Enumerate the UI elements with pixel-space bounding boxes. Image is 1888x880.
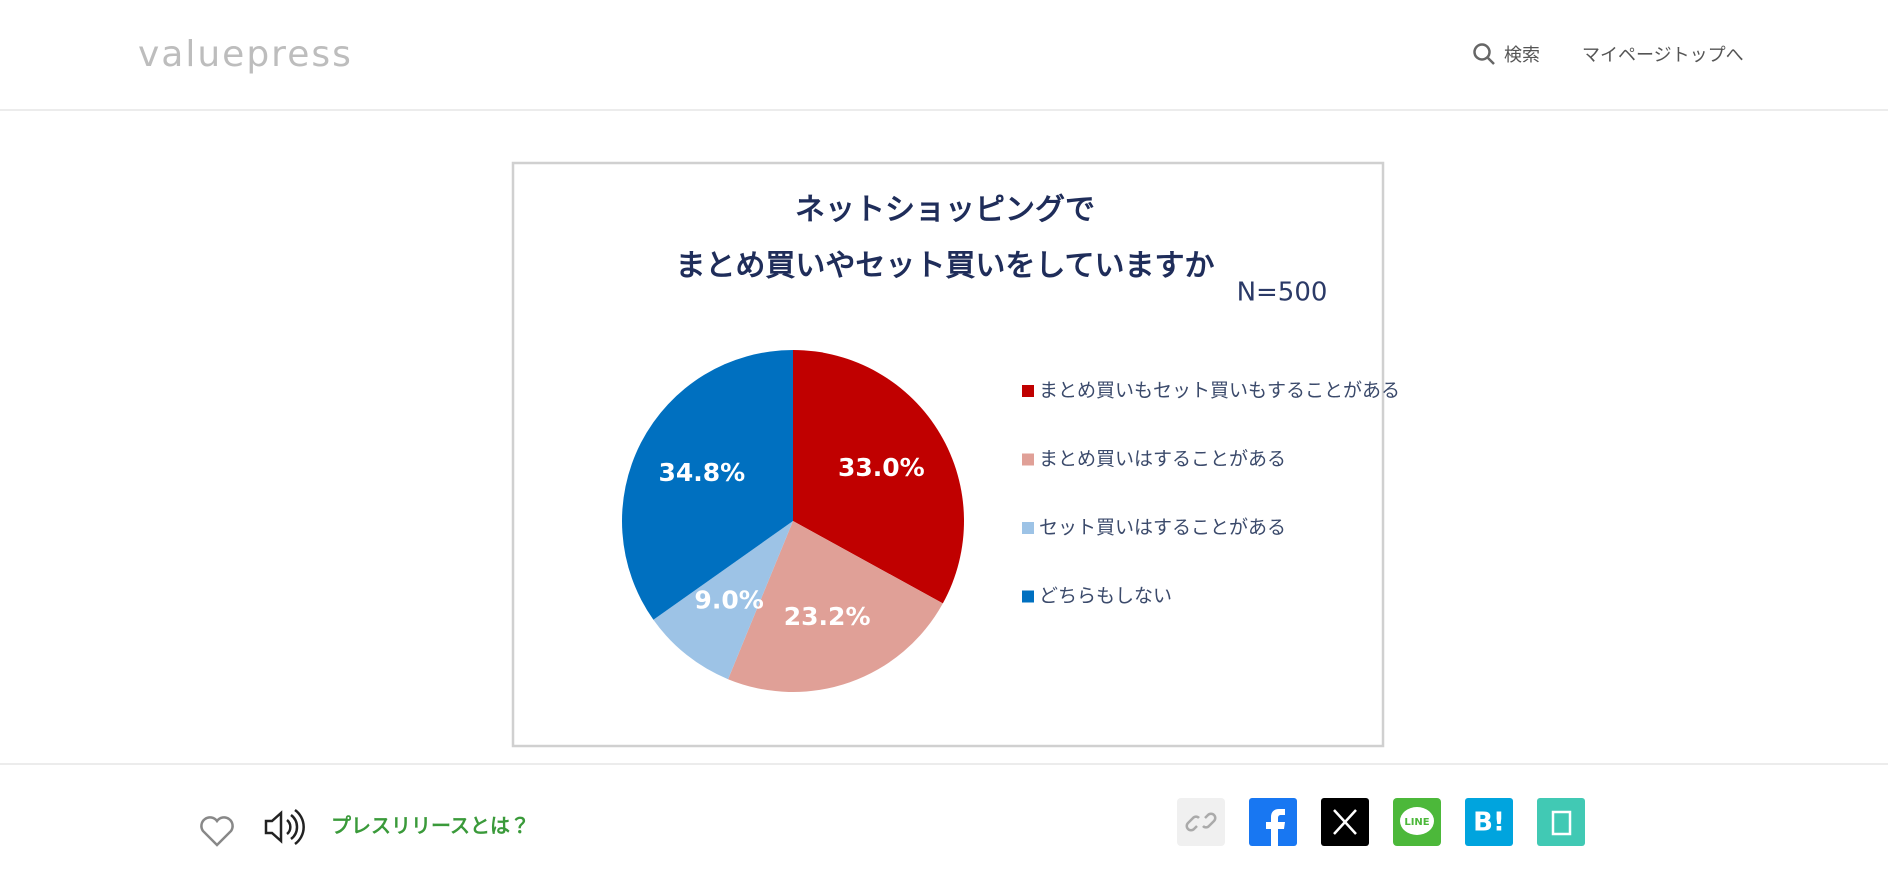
speaker-button[interactable] — [264, 808, 305, 846]
legend-swatch — [1022, 522, 1034, 534]
note-icon — [1551, 810, 1572, 836]
facebook-icon — [1266, 809, 1285, 846]
pie-slice — [653, 521, 793, 680]
link-icon — [1185, 812, 1217, 832]
slice-label: 34.8% — [659, 458, 746, 487]
line-label: LINE — [1404, 817, 1429, 828]
chart-title: まとめ買いやセット買いをしていますか — [675, 249, 1214, 284]
hatena-button[interactable] — [1465, 798, 1513, 846]
like-button[interactable] — [200, 816, 234, 847]
search-icon[interactable] — [1473, 43, 1495, 65]
mypage-link[interactable]: マイページトップへ — [1582, 45, 1744, 66]
slice-label: 23.2% — [784, 602, 871, 631]
legend-swatch — [1022, 590, 1034, 603]
legend-label: どちらもしない — [1039, 585, 1172, 607]
sample-size: N=500 — [1237, 278, 1328, 308]
legend-label: まとめ買いもセット買いもすることがある — [1039, 380, 1400, 402]
pie-slice — [728, 521, 943, 693]
x-icon — [1333, 809, 1357, 835]
chart: ネットショッピングで まとめ買いやセット買いをしていますか N=500 33.0… — [622, 193, 1400, 693]
slice-label: 33.0% — [838, 453, 925, 482]
logo[interactable]: valuepress — [138, 34, 353, 75]
slice-label: 9.0% — [694, 585, 763, 614]
chart-title: ネットショッピングで — [795, 193, 1095, 228]
search-link[interactable]: 検索 — [1504, 45, 1540, 66]
header — [0, 0, 1888, 110]
copy-link-button[interactable] — [1177, 798, 1225, 846]
pie-slice — [622, 350, 793, 620]
legend-label: まとめ買いはすることがある — [1039, 448, 1286, 470]
hatena-label: B! — [1473, 808, 1505, 838]
line-bubble — [1400, 807, 1434, 835]
about-link[interactable]: プレスリリースとは？ — [331, 814, 530, 838]
note-button[interactable] — [1537, 798, 1585, 846]
pie-slice — [793, 350, 965, 604]
legend-swatch — [1022, 453, 1034, 466]
legend-label: セット買いはすることがある — [1039, 517, 1286, 539]
legend-swatch — [1022, 385, 1034, 397]
